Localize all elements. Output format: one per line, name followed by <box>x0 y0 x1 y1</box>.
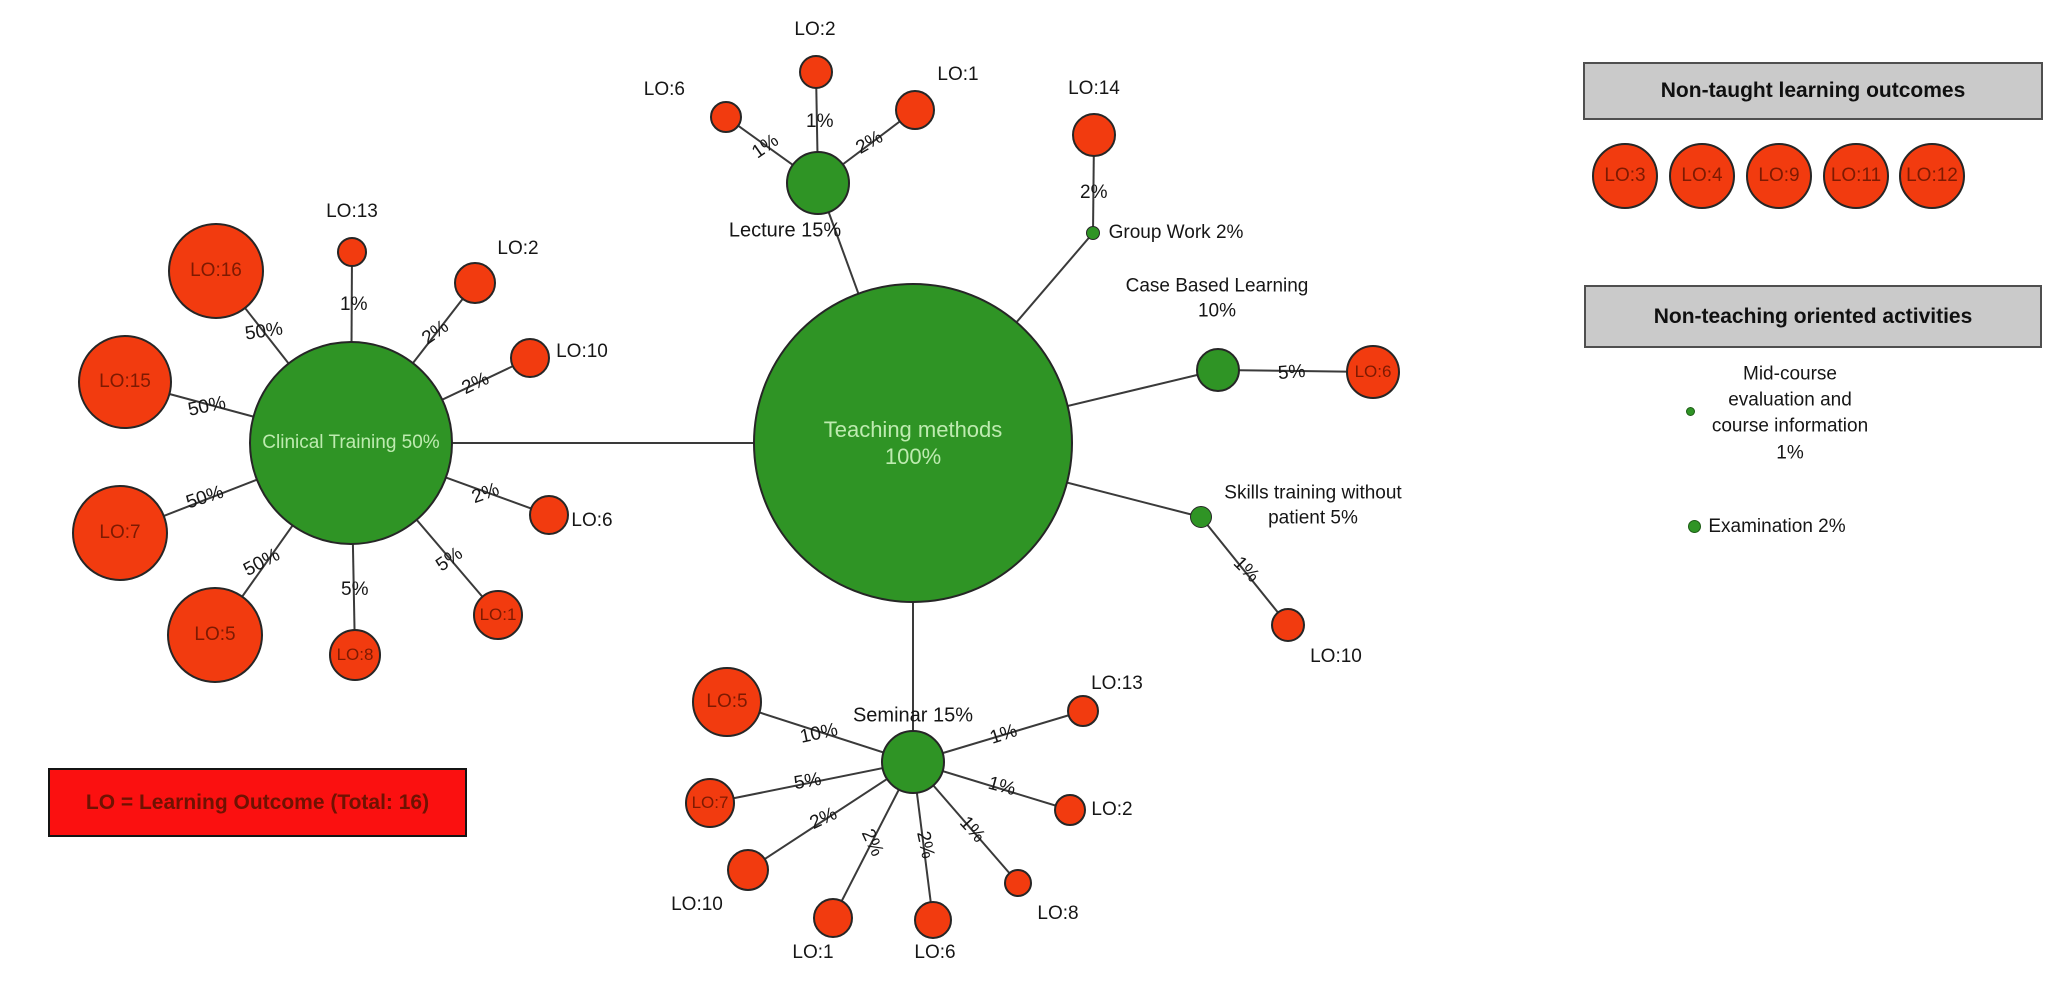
skills-training-line2: patient 5% <box>1268 507 1358 528</box>
node-legend-lo12: LO:12 <box>1899 143 1965 209</box>
mid-course-label: Mid-course evaluation and course informa… <box>1712 362 1868 467</box>
node-seminar-lo8 <box>1004 869 1032 897</box>
mid-course-line4: 1% <box>1776 442 1804 464</box>
examination-label: Examination 2% <box>1708 516 1846 537</box>
lecture-label: Lecture 15% <box>728 219 842 242</box>
node-seminar-lo7: LO:7 <box>685 778 735 828</box>
seminar-lo7-label: LO:7 <box>691 793 729 813</box>
clinical-lo1-label: LO:1 <box>479 605 517 625</box>
lo-definition-text: LO = Learning Outcome (Total: 16) <box>85 790 430 814</box>
legend-non-taught-title: Non-taught learning outcomes <box>1660 79 1966 102</box>
legend-lo11-label: LO:11 <box>1830 165 1882 187</box>
clinical-lo10-label: LO:10 <box>556 341 608 362</box>
node-clinical-lo15: LO:15 <box>78 335 172 429</box>
seminar-lo1-label: LO:1 <box>792 942 834 963</box>
node-group-work <box>1086 226 1100 240</box>
node-clinical-lo7: LO:7 <box>72 485 168 581</box>
node-lecture-lo1 <box>895 90 935 130</box>
case-based-learning-label: Case Based Learning 10% <box>1126 275 1309 324</box>
clinical-lo13-pct: 1% <box>340 294 368 315</box>
node-skills-lo10 <box>1271 608 1305 642</box>
case-based-learning-name: Case Based Learning <box>1125 275 1309 297</box>
group-work-label: Group Work 2% <box>1108 222 1244 243</box>
node-seminar-lo13 <box>1067 695 1099 727</box>
node-group-lo14 <box>1072 113 1116 157</box>
group-lo14-pct: 2% <box>1080 182 1108 203</box>
node-teaching-methods: Teaching methods 100% <box>753 283 1073 603</box>
node-seminar-lo10 <box>727 849 769 891</box>
legend-lo9-label: LO:9 <box>1758 165 1800 187</box>
skills-lo10-label: LO:10 <box>1310 646 1362 667</box>
seminar-lo8-label: LO:8 <box>1037 903 1079 924</box>
node-seminar-lo2 <box>1054 794 1086 826</box>
node-legend-lo4: LO:4 <box>1669 143 1735 209</box>
teaching-methods-name: Teaching methods <box>823 416 1003 442</box>
lecture-lo2-pct: 1% <box>806 111 834 132</box>
node-case-based-learning <box>1196 348 1240 392</box>
seminar-lo13-label: LO:13 <box>1091 673 1143 694</box>
clinical-lo15-label: LO:15 <box>99 371 151 393</box>
seminar-lo5-label: LO:5 <box>706 691 748 713</box>
node-clinical-lo13 <box>337 237 367 267</box>
lecture-lo2-label: LO:2 <box>794 19 836 40</box>
case-based-learning-pct: 10% <box>1197 300 1237 322</box>
clinical-lo2-label: LO:2 <box>497 238 539 259</box>
clinical-lo16-label: LO:16 <box>190 260 242 282</box>
teaching-methods-pct: 100% <box>884 444 942 469</box>
mid-course-line1: Mid-course <box>1743 363 1837 385</box>
seminar-lo2-label: LO:2 <box>1091 799 1133 820</box>
seminar-label: Seminar 15% <box>852 704 974 727</box>
node-skills-training <box>1190 506 1212 528</box>
legend-non-teaching-box: Non-teaching oriented activities <box>1584 285 2042 348</box>
legend-lo12-label: LO:12 <box>1906 165 1958 187</box>
node-legend-lo9: LO:9 <box>1746 143 1812 209</box>
node-clinical-lo6 <box>529 495 569 535</box>
lecture-lo1-label: LO:1 <box>937 64 979 85</box>
seminar-lo6-label: LO:6 <box>914 942 956 963</box>
node-lecture <box>786 151 850 215</box>
node-case-based-lo6: LO:6 <box>1346 345 1400 399</box>
seminar-lo7-pct: 5% <box>792 768 823 795</box>
clinical-lo6-label: LO:6 <box>571 510 613 531</box>
examination-dot-icon <box>1688 520 1701 533</box>
node-legend-lo11: LO:11 <box>1823 143 1889 209</box>
node-clinical-lo8: LO:8 <box>329 629 381 681</box>
lecture-lo6-label: LO:6 <box>643 79 685 100</box>
clinical-training-label: Clinical Training 50% <box>262 432 440 454</box>
node-lecture-lo2 <box>799 55 833 89</box>
clinical-lo13-label: LO:13 <box>326 201 378 222</box>
node-seminar-lo1 <box>813 898 853 938</box>
clinical-lo8-label: LO:8 <box>336 645 374 665</box>
node-clinical-lo1: LO:1 <box>473 590 523 640</box>
clinical-lo8-pct: 5% <box>341 579 369 600</box>
node-clinical-lo10 <box>510 338 550 378</box>
node-clinical-lo2 <box>454 262 496 304</box>
legend-non-taught-box: Non-taught learning outcomes <box>1583 62 2043 120</box>
skills-training-label: Skills training without patient 5% <box>1224 481 1401 530</box>
teaching-methods-label: Teaching methods 100% <box>824 416 1003 471</box>
node-lecture-lo6 <box>710 101 742 133</box>
legend-lo4-label: LO:4 <box>1681 165 1723 187</box>
clinical-lo7-label: LO:7 <box>99 522 141 544</box>
node-clinical-training: Clinical Training 50% <box>249 341 453 545</box>
legend-non-teaching-title: Non-teaching oriented activities <box>1653 304 1973 328</box>
mid-course-line3: course information <box>1711 416 1869 437</box>
node-clinical-lo16: LO:16 <box>168 223 264 319</box>
skills-training-line1: Skills training without <box>1224 482 1402 504</box>
node-seminar <box>881 730 945 794</box>
legend-lo3-label: LO:3 <box>1604 165 1646 187</box>
node-seminar-lo5: LO:5 <box>692 667 762 737</box>
lo-definition-box: LO = Learning Outcome (Total: 16) <box>48 768 467 837</box>
node-clinical-lo5: LO:5 <box>167 587 263 683</box>
clinical-lo5-label: LO:5 <box>194 624 236 646</box>
group-lo14-label: LO:14 <box>1068 78 1120 99</box>
mid-course-line2: evaluation and <box>1728 389 1852 411</box>
mid-course-dot-icon <box>1686 407 1695 416</box>
node-seminar-lo6 <box>914 901 952 939</box>
node-legend-lo3: LO:3 <box>1592 143 1658 209</box>
case-based-lo6-label: LO:6 <box>1354 362 1392 382</box>
case-based-lo6-pct: 5% <box>1277 360 1307 385</box>
seminar-lo10-label: LO:10 <box>671 894 723 915</box>
